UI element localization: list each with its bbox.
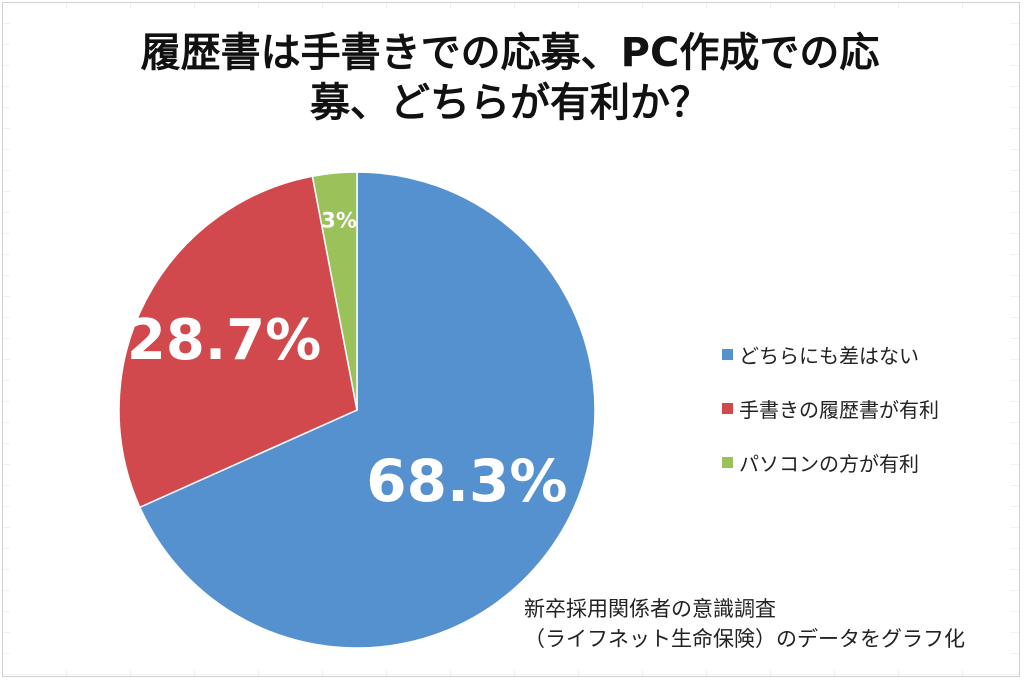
chart-title: 履歴書は手書きでの応募、PC作成での応 募、どちらが有利か？ xyxy=(100,28,920,128)
legend-item-no-difference: どちらにも差はない xyxy=(722,340,939,368)
chart-title-line-1: 履歴書は手書きでの応募、PC作成での応 xyxy=(140,30,880,76)
legend-label: 手書きの履歴書が有利 xyxy=(739,397,939,422)
legend-label: パソコンの方が有利 xyxy=(739,451,919,476)
source-line-1: 新卒採用関係者の意識調査 xyxy=(524,597,776,621)
source-line-2: （ライフネット生命保険）のデータをグラフ化 xyxy=(524,627,965,651)
pie-slice-handwritten xyxy=(118,175,358,509)
pie-slice-no-difference xyxy=(138,171,596,649)
legend-item-pc: パソコンの方が有利 xyxy=(722,448,939,476)
chart-title-line-2: 募、どちらが有利か？ xyxy=(310,80,710,126)
legend-label: どちらにも差はない xyxy=(739,343,919,368)
legend-swatch-blue xyxy=(722,348,733,360)
data-label: 3% xyxy=(321,208,357,232)
pie-labels: 68.3% 28.7% 3% xyxy=(127,208,568,515)
legend-swatch-red xyxy=(722,402,733,414)
data-label: 68.3% xyxy=(366,447,567,515)
data-label: 28.7% xyxy=(127,308,321,373)
legend-swatch-green xyxy=(722,456,733,468)
legend-item-handwritten: 手書きの履歴書が有利 xyxy=(722,394,939,422)
pie-slices xyxy=(118,171,596,649)
source-note: 新卒採用関係者の意識調査 （ライフネット生命保険）のデータをグラフ化 xyxy=(524,594,965,654)
legend: どちらにも差はない 手書きの履歴書が有利 パソコンの方が有利 xyxy=(722,340,939,502)
pie-slice-pc xyxy=(311,171,358,411)
